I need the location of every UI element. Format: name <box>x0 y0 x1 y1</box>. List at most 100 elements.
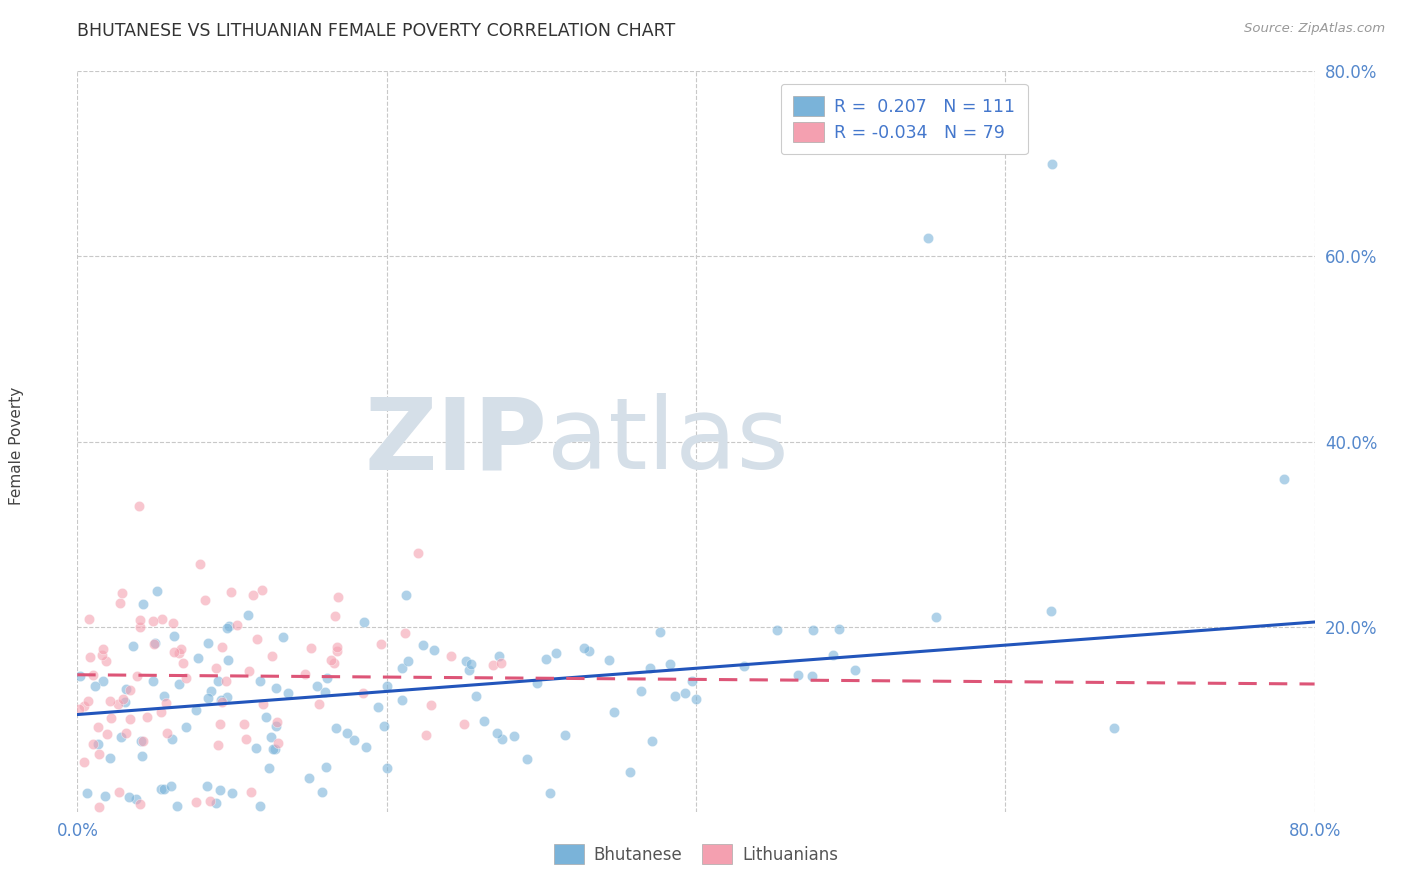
Point <box>326 590 349 604</box>
Point <box>152 782 174 797</box>
Point <box>733 659 755 673</box>
Point <box>162 615 184 630</box>
Point <box>356 739 378 754</box>
Point <box>208 717 231 731</box>
Point <box>264 742 287 756</box>
Point <box>125 668 148 682</box>
Point <box>186 703 208 717</box>
Point <box>132 734 155 748</box>
Point <box>114 726 136 740</box>
Point <box>211 695 233 709</box>
Point <box>619 765 641 780</box>
Point <box>82 737 104 751</box>
Point <box>766 623 789 637</box>
Point <box>294 666 316 681</box>
Point <box>163 645 186 659</box>
Point <box>252 697 274 711</box>
Point <box>323 609 346 624</box>
Point <box>217 653 239 667</box>
Point <box>152 689 174 703</box>
Point <box>67 702 90 716</box>
Point <box>205 660 228 674</box>
Point <box>208 783 231 797</box>
Point <box>1102 722 1125 736</box>
Point <box>218 619 240 633</box>
Point <box>240 785 263 799</box>
Point <box>311 784 333 798</box>
Point <box>262 649 284 664</box>
Point <box>266 719 288 733</box>
Point <box>266 736 288 750</box>
Point <box>87 737 110 751</box>
Point <box>128 500 150 514</box>
Point <box>114 695 136 709</box>
Point <box>419 698 441 713</box>
Point <box>110 730 132 744</box>
Point <box>73 756 96 770</box>
Point <box>406 545 429 560</box>
Point <box>260 730 283 744</box>
Point <box>94 655 117 669</box>
Point <box>787 668 810 682</box>
Point <box>538 786 561 800</box>
Point <box>160 731 183 746</box>
Point <box>76 786 98 800</box>
Point <box>87 720 110 734</box>
Point <box>603 705 626 719</box>
Point <box>343 733 366 747</box>
Text: ZIP: ZIP <box>364 393 547 490</box>
Point <box>844 663 866 677</box>
Text: Source: ZipAtlas.com: Source: ZipAtlas.com <box>1244 22 1385 36</box>
Point <box>262 742 284 756</box>
Point <box>132 597 155 611</box>
Point <box>546 646 568 660</box>
Point <box>917 231 939 245</box>
Point <box>235 731 257 746</box>
Point <box>172 656 194 670</box>
Point <box>828 622 851 636</box>
Point <box>336 726 359 740</box>
Point <box>641 734 664 748</box>
Point <box>174 720 197 734</box>
Point <box>120 683 142 698</box>
Point <box>659 657 682 671</box>
Point <box>163 629 186 643</box>
Point <box>209 692 232 706</box>
Point <box>207 738 229 752</box>
Point <box>100 694 122 708</box>
Point <box>298 771 321 785</box>
Point <box>195 779 218 793</box>
Point <box>326 643 349 657</box>
Point <box>197 635 219 649</box>
Point <box>352 686 374 700</box>
Point <box>254 709 277 723</box>
Point <box>370 637 392 651</box>
Point <box>308 697 330 711</box>
Point <box>69 669 91 683</box>
Point <box>219 584 242 599</box>
Point <box>122 639 145 653</box>
Point <box>259 761 281 775</box>
Point <box>488 649 510 664</box>
Point <box>96 727 118 741</box>
Point <box>108 596 131 610</box>
Point <box>232 716 254 731</box>
Point <box>238 607 260 622</box>
Point <box>391 692 413 706</box>
Point <box>217 690 239 704</box>
Point <box>440 648 463 663</box>
Point <box>156 726 179 740</box>
Text: atlas: atlas <box>547 393 789 490</box>
Point <box>264 681 287 695</box>
Point <box>453 717 475 731</box>
Point <box>197 691 219 706</box>
Point <box>412 638 434 652</box>
Text: BHUTANESE VS LITHUANIAN FEMALE POVERTY CORRELATION CHART: BHUTANESE VS LITHUANIAN FEMALE POVERTY C… <box>77 22 675 40</box>
Point <box>114 682 136 697</box>
Point <box>572 640 595 655</box>
Point <box>481 657 503 672</box>
Point <box>124 792 146 806</box>
Point <box>454 654 477 668</box>
Point <box>395 588 418 602</box>
Point <box>464 689 486 703</box>
